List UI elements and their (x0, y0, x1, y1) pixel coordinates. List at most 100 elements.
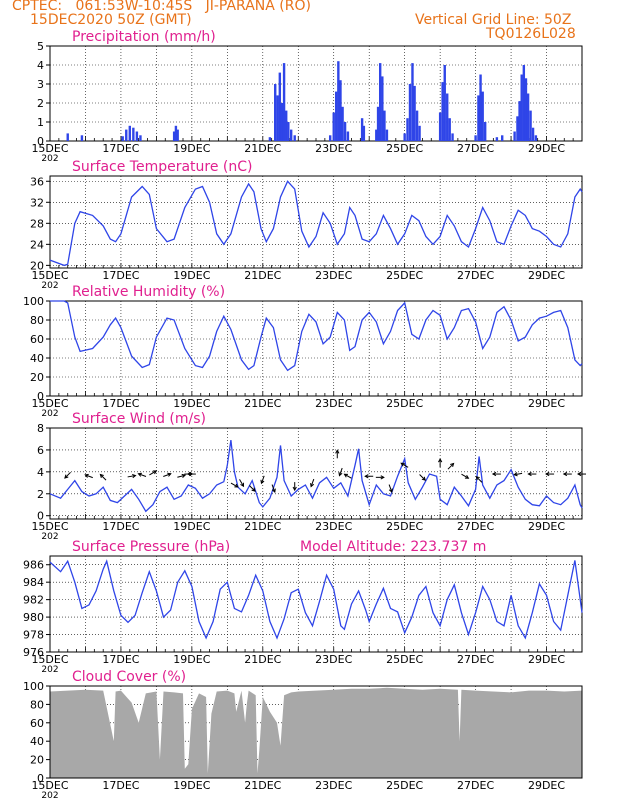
wind-arrow-shaft (400, 462, 409, 468)
wind-arrow (562, 471, 572, 477)
wind-arrow-head (271, 488, 276, 494)
wind-arrow-shaft (149, 470, 157, 476)
wind-arrow-head (380, 475, 385, 480)
model-altitude: Model Altitude: 223.737 m (300, 539, 486, 555)
precip-bar (443, 65, 446, 141)
panel-frame (49, 427, 583, 520)
wind-arrow-head (545, 471, 550, 477)
wind-arrow-shaft (230, 482, 239, 488)
x-tick-label: 27DEC (457, 142, 494, 155)
wind-arrow-head (475, 475, 480, 481)
x-tick-label: 23DEC (315, 653, 352, 666)
wind-arrow-head (576, 471, 582, 477)
panel-frame (49, 175, 583, 269)
wind-arrow-head (152, 470, 158, 475)
precip-bar (448, 118, 451, 141)
precip-bar (343, 122, 347, 141)
wind-arrow (248, 485, 256, 492)
y-tick-label: 20 (30, 754, 44, 767)
x-tick-label: 17DEC (102, 520, 139, 533)
precip-bar (524, 78, 528, 141)
panel-0 (46, 45, 583, 142)
panel-title: Surface Wind (m/s) (72, 411, 206, 427)
wind-arrow-shaft (127, 475, 136, 478)
x-year-label: 202 (41, 665, 58, 675)
x-tick-label: 17DEC (102, 269, 139, 282)
x-tick-label: 19DEC (173, 779, 210, 792)
precip-bar (128, 125, 131, 141)
x-tick-label: 21DEC (244, 779, 281, 792)
wind-arrow-head (181, 473, 187, 478)
wind-arrow-shaft (475, 476, 483, 483)
panel-2 (46, 300, 583, 397)
wind-arrow-head (464, 474, 470, 479)
precip-bar (285, 110, 288, 141)
wind-arrow-head (260, 479, 265, 485)
wind-arrow-head (167, 472, 172, 477)
model-id: TQ0126L028 (486, 26, 576, 42)
y-tick-label: 0 (37, 510, 44, 523)
precip-bar (477, 95, 480, 141)
wind-arrow-head (438, 458, 443, 463)
x-tick-label: 19DEC (173, 653, 210, 666)
precip-bar (289, 129, 293, 141)
wind-arrow (84, 473, 93, 479)
wind-arrow (545, 471, 555, 477)
precip-bar (139, 135, 142, 141)
x-tick-label: 21DEC (244, 269, 281, 282)
x-tick-label: 21DEC (244, 142, 281, 155)
y-tick-label: 984 (23, 576, 44, 589)
wind-arrow-head (338, 472, 343, 477)
wind-arrow (364, 474, 374, 479)
precip-bar (268, 137, 272, 141)
wind-arrow-head (450, 462, 455, 468)
precip-bar (172, 131, 176, 141)
precip-bar (376, 106, 380, 141)
y-tick-label: 0 (37, 772, 44, 785)
x-tick-label: 29DEC (528, 142, 565, 155)
series-line (49, 440, 583, 513)
wind-arrow-shaft (344, 473, 352, 479)
y-tick-label: 100 (23, 680, 44, 693)
wind-arrow-head (343, 473, 348, 478)
precip-bar (80, 135, 84, 141)
wind-arrow-head (400, 462, 405, 467)
wind-arrow (447, 462, 455, 470)
precip-bar (483, 122, 487, 141)
precip-bar (360, 118, 364, 141)
y-tick-label: 60 (30, 717, 44, 730)
panel-frame (49, 685, 583, 779)
wind-arrow-shaft (447, 463, 454, 470)
wind-arrow (137, 472, 147, 477)
y-tick-label: 8 (37, 422, 44, 435)
x-tick-label: 23DEC (315, 520, 352, 533)
panel-title: Cloud Cover (%) (72, 669, 186, 685)
precip-bar (495, 137, 499, 141)
wind-arrow-shaft (248, 485, 256, 492)
wind-arrow-head (562, 471, 568, 477)
wind-arrow-shaft (85, 474, 93, 479)
precip-bar (522, 65, 526, 141)
wind-arrow-shaft (260, 475, 265, 484)
precip-bar (451, 133, 454, 141)
precip-bar (381, 76, 384, 141)
precip-bar (446, 93, 449, 141)
wind-arrow-shaft (419, 474, 426, 481)
y-tick-label: 60 (30, 333, 44, 346)
x-tick-label: 15DEC (31, 653, 68, 666)
wind-arrow (260, 475, 265, 485)
precip-bar (293, 135, 296, 141)
wind-arrow-shaft (138, 473, 147, 477)
y-tick-label: 28 (30, 217, 44, 230)
y-tick-label: 2 (37, 488, 44, 501)
wind-arrow (149, 470, 158, 476)
wind-arrow-shaft (64, 471, 71, 479)
wind-arrow-head (491, 471, 497, 477)
x-tick-label: 15DEC (31, 269, 68, 282)
precip-bar (282, 63, 286, 141)
precip-bar (501, 135, 504, 141)
precip-bar (362, 125, 366, 141)
wind-arrow (127, 473, 137, 479)
wind-arrow-head (388, 488, 393, 494)
y-tick-label: 5 (37, 40, 44, 53)
